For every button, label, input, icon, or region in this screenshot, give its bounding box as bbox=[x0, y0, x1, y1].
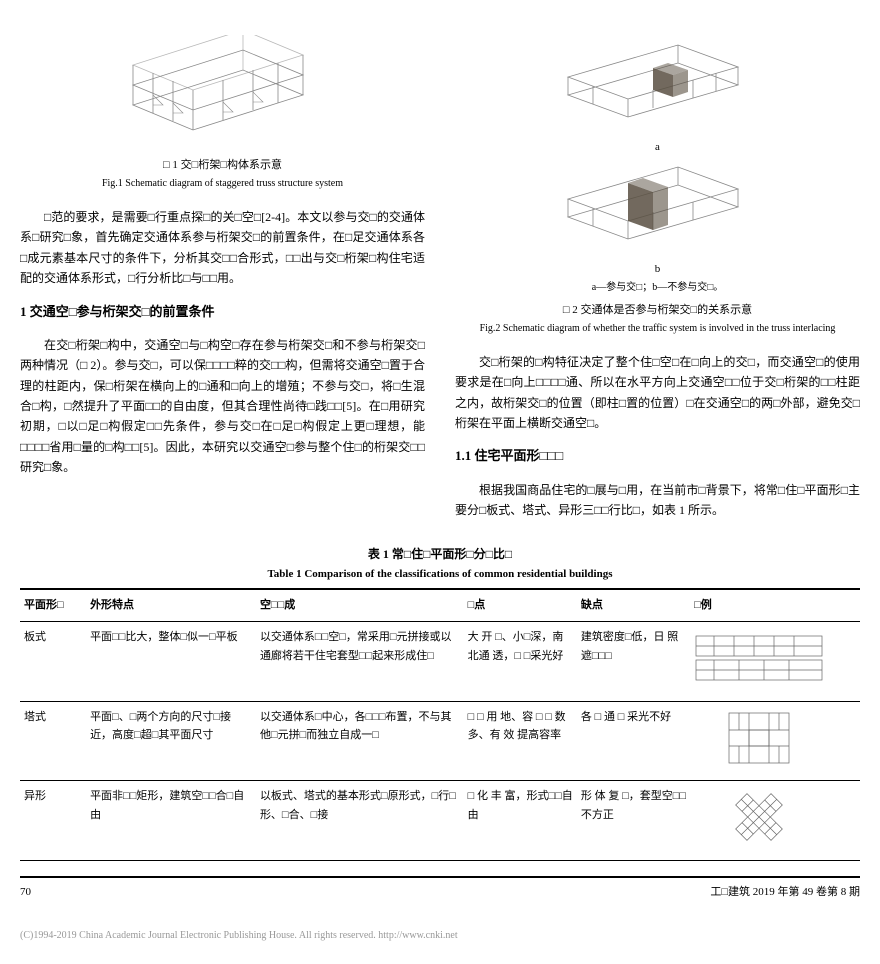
right-para-1: 交□桁架的□构特征决定了整个住□空□在□向上的交□，而交通空□的使用要求是在□向… bbox=[455, 352, 860, 434]
left-para-2: 在交□桁架□构中，交通空□与□构空□存在参与桁架交□和不参与桁架交□两种情况（□… bbox=[20, 335, 425, 478]
fig2-sub: a—参与交□；b—不参与交□。 bbox=[455, 279, 860, 296]
section-1-title: 1 交通空□参与桁架交□的前置条件 bbox=[20, 301, 425, 323]
plan-slab-icon bbox=[690, 622, 860, 702]
plan-irregular-icon bbox=[690, 781, 860, 861]
table-title-cn: 表 1 常□住□平面形□分□比□ bbox=[20, 544, 860, 564]
right-para-2: 根据我国商品住宅的□展与□用，在当前市□背景下，将常□住□平面形□主要分□板式、… bbox=[455, 480, 860, 521]
fig2-label-b: b bbox=[455, 260, 860, 279]
fig1-cap-cn: 交□桁架□构体系示意 bbox=[181, 159, 282, 171]
fig2-num: □ 2 bbox=[563, 304, 578, 316]
table-row: 塔式 平面□、□两个方向的尺寸□接近，高度□超□其平面尺寸 以交通体系□中心，各… bbox=[20, 701, 860, 781]
th-5: □例 bbox=[690, 589, 860, 621]
page-number: 70 bbox=[20, 883, 31, 902]
th-0: 平面形□ bbox=[20, 589, 86, 621]
journal-info: 工□建筑 2019 年第 49 卷第 8 期 bbox=[710, 883, 860, 902]
fig2-cap-en: Fig.2 Schematic diagram of whether the t… bbox=[455, 320, 860, 337]
fig1-cap-en: Fig.1 Schematic diagram of staggered tru… bbox=[20, 175, 425, 192]
left-para-1: □范的要求，是需要□行重点探□的关□空□[2-4]。本文以参与交□的交通体系□研… bbox=[20, 207, 425, 289]
table-row: 板式 平面□□比大，整体□似一□平板 以交通体系□□空□，常采用□元拼接或以通廊… bbox=[20, 622, 860, 702]
fig1-num: □ 1 bbox=[163, 159, 178, 171]
table-row: 异形 平面非□□矩形，建筑空□□合□自由 以板式、塔式的基本形式□原形式，□行□… bbox=[20, 781, 860, 861]
figure-1: □ 1 交□桁架□构体系示意 Fig.1 Schematic diagram o… bbox=[20, 35, 425, 192]
th-1: 外形特点 bbox=[86, 589, 256, 621]
figure-2: a b a—参与交□；b—不参与交□。 □ 2 交通体是否参与桁架交□的关系示意… bbox=[455, 35, 860, 337]
fig2-label-a: a bbox=[455, 138, 860, 157]
fig2-cap-cn: 交通体是否参与桁架交□的关系示意 bbox=[581, 304, 753, 316]
th-2: 空□□成 bbox=[256, 589, 464, 621]
section-11-title: 1.1 住宅平面形□□□ bbox=[455, 445, 860, 467]
th-3: □点 bbox=[464, 589, 577, 621]
th-4: 缺点 bbox=[577, 589, 690, 621]
plan-tower-icon bbox=[690, 701, 860, 781]
copyright-notice: (C)1994-2019 China Academic Journal Elec… bbox=[20, 927, 860, 944]
table-title-en: Table 1 Comparison of the classification… bbox=[20, 565, 860, 584]
classification-table: 平面形□ 外形特点 空□□成 □点 缺点 □例 板式 平面□□比大，整体□似一□… bbox=[20, 588, 860, 861]
